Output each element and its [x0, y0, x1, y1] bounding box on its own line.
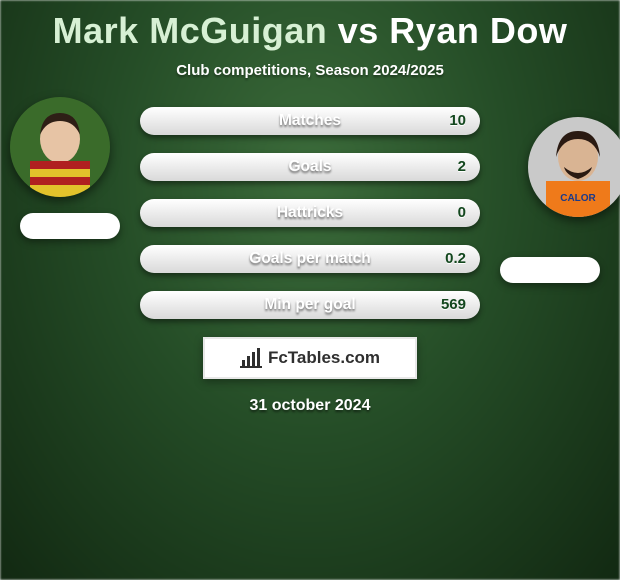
- subtitle: Club competitions, Season 2024/2025: [0, 62, 620, 79]
- stat-row: Min per goal 569: [140, 291, 480, 319]
- stat-label: Goals: [288, 158, 331, 176]
- player2-flag: [500, 257, 600, 283]
- stat-value-left: [140, 107, 168, 135]
- bar-chart-icon: [240, 348, 262, 368]
- stats-table: Matches 10 Goals 2 Hattricks 0 Goals per…: [140, 107, 480, 319]
- title-player1: Mark McGuigan: [53, 10, 328, 51]
- comparison-area: CALOR Matches 10 Goals 2 Hattricks 0: [0, 107, 620, 415]
- page-title: Mark McGuigan vs Ryan Dow: [0, 0, 620, 52]
- player1-avatar: [10, 97, 110, 197]
- stat-row: Matches 10: [140, 107, 480, 135]
- stat-value-right: 0.2: [431, 245, 480, 273]
- stat-row: Goals per match 0.2: [140, 245, 480, 273]
- stat-label: Matches: [279, 112, 341, 130]
- title-player2: Ryan Dow: [389, 10, 567, 51]
- stat-value-right: 569: [427, 291, 480, 319]
- stat-label: Min per goal: [264, 296, 355, 314]
- stat-value-left: [140, 291, 168, 319]
- card: Mark McGuigan vs Ryan Dow Club competiti…: [0, 0, 620, 580]
- player1-flag: [20, 213, 120, 239]
- stat-value-right: 10: [435, 107, 480, 135]
- stat-value-left: [140, 153, 168, 181]
- stat-value-right: 2: [444, 153, 480, 181]
- stat-row: Hattricks 0: [140, 199, 480, 227]
- stat-value-right: 0: [444, 199, 480, 227]
- stat-value-left: [140, 199, 168, 227]
- brand-badge: FcTables.com: [203, 337, 417, 379]
- title-vs: vs: [338, 10, 379, 51]
- player2-avatar: CALOR: [528, 117, 620, 217]
- svg-text:CALOR: CALOR: [560, 193, 596, 204]
- stat-row: Goals 2: [140, 153, 480, 181]
- stat-value-left: [140, 245, 168, 273]
- stat-label: Goals per match: [249, 250, 370, 268]
- date: 31 october 2024: [0, 397, 620, 415]
- stat-label: Hattricks: [277, 204, 343, 222]
- brand-text: FcTables.com: [268, 348, 380, 368]
